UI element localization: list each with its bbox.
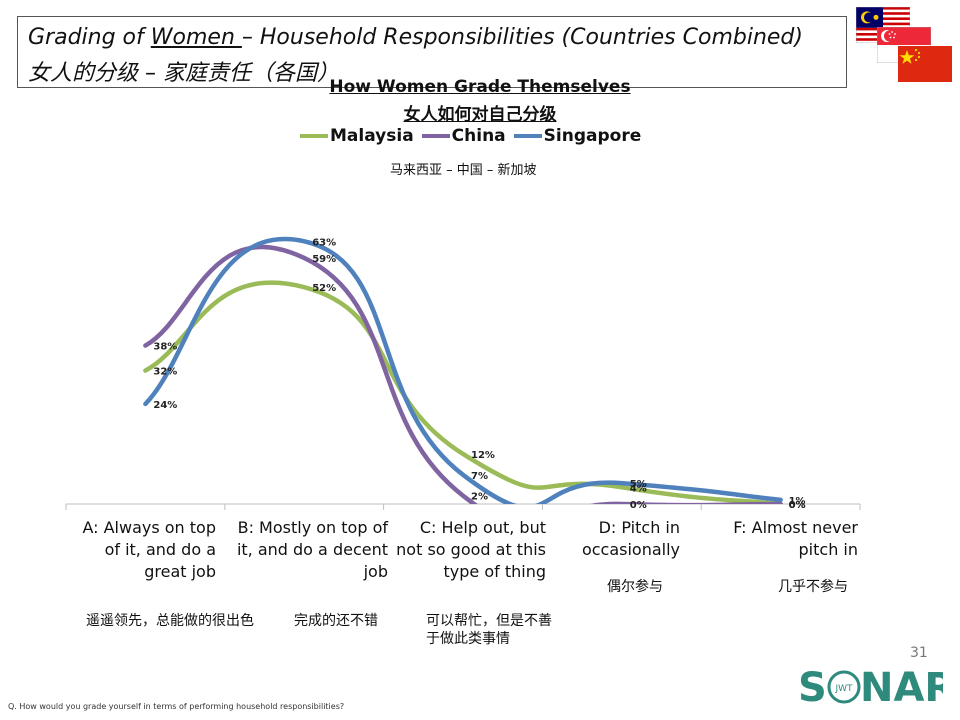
series-line-singapore bbox=[143, 236, 783, 504]
category-label-c: C: Help out, but not so good at this typ… bbox=[396, 518, 546, 581]
data-label-china: 38% bbox=[153, 342, 177, 353]
category-cn-f: 几乎不参与 bbox=[778, 579, 848, 595]
legend-swatch-malaysia bbox=[300, 134, 328, 138]
chart-title-cn: 女人如何对自己分级 bbox=[403, 105, 557, 125]
sonar-logo-graphic: S JWT NAR bbox=[798, 665, 955, 711]
legend-item-malaysia: Malaysia bbox=[300, 126, 414, 146]
chart-legend: Malaysia China Singapore bbox=[300, 126, 641, 146]
data-label-malaysia: 4% bbox=[630, 483, 647, 494]
data-label-malaysia: 12% bbox=[471, 450, 495, 461]
category-label-b: B: Mostly on top of it, and do a decent … bbox=[236, 518, 388, 581]
series-line-malaysia bbox=[143, 280, 783, 504]
legend-cn: 马来西亚 – 中国 – 新加坡 bbox=[390, 163, 537, 178]
data-label-china: 59% bbox=[312, 254, 336, 265]
category-cn-d: 偶尔参与 bbox=[607, 579, 663, 595]
logo-jwt: JWT bbox=[834, 684, 853, 694]
logo-s: S bbox=[798, 665, 827, 710]
data-label-singapore: 5% bbox=[630, 479, 647, 490]
sonar-logo: S JWT NAR bbox=[798, 662, 955, 714]
category-label-d: D: Pitch in occasionally bbox=[581, 518, 680, 559]
footnote: Q. How would you grade yourself in terms… bbox=[8, 702, 345, 711]
data-label-malaysia: 32% bbox=[153, 367, 177, 378]
legend-label-singapore: Singapore bbox=[543, 126, 642, 146]
chart-title: How Women Grade Themselves bbox=[329, 77, 631, 97]
category-label-f: F: Almost never pitch in bbox=[733, 518, 858, 559]
slide-title: Grading of Women – Household Responsibil… bbox=[28, 25, 803, 50]
data-label-china: 0% bbox=[789, 500, 806, 511]
legend-swatch-singapore bbox=[513, 134, 542, 138]
category-cn-a: 遥遥领先，总能做的很出色 bbox=[86, 613, 254, 629]
data-label-malaysia: 0% bbox=[789, 500, 806, 511]
logo-nar: NAR bbox=[860, 665, 943, 710]
page-number: 31 bbox=[910, 645, 928, 661]
category-label-a: A: Always on top of it, and do a great j… bbox=[82, 518, 216, 581]
category-cn-c: 可以帮忙，但是不善 于做此类事情 bbox=[426, 613, 552, 647]
legend-item-singapore: Singapore bbox=[513, 126, 642, 146]
china-flag bbox=[898, 46, 952, 82]
data-label-china: 2% bbox=[471, 492, 488, 503]
data-label-singapore: 7% bbox=[471, 471, 488, 482]
category-cn-b: 完成的还不错 bbox=[294, 613, 378, 629]
series-line-china bbox=[143, 244, 783, 504]
slide-title-cn: 女人的分级 – 家庭责任（各国） bbox=[28, 61, 339, 86]
legend-item-china: China bbox=[421, 126, 506, 146]
data-label-singapore: 63% bbox=[312, 237, 336, 248]
legend-label-malaysia: Malaysia bbox=[330, 126, 414, 146]
data-label-malaysia: 52% bbox=[312, 283, 336, 294]
legend-swatch-china bbox=[421, 134, 450, 138]
title-box: Grading of Women – Household Responsibil… bbox=[17, 16, 847, 88]
data-label-singapore: 1% bbox=[789, 496, 806, 507]
data-label-china: 0% bbox=[630, 500, 647, 511]
title-underlined-word: Women bbox=[150, 25, 242, 50]
data-label-singapore: 24% bbox=[153, 400, 177, 411]
legend-label-china: China bbox=[451, 126, 506, 146]
